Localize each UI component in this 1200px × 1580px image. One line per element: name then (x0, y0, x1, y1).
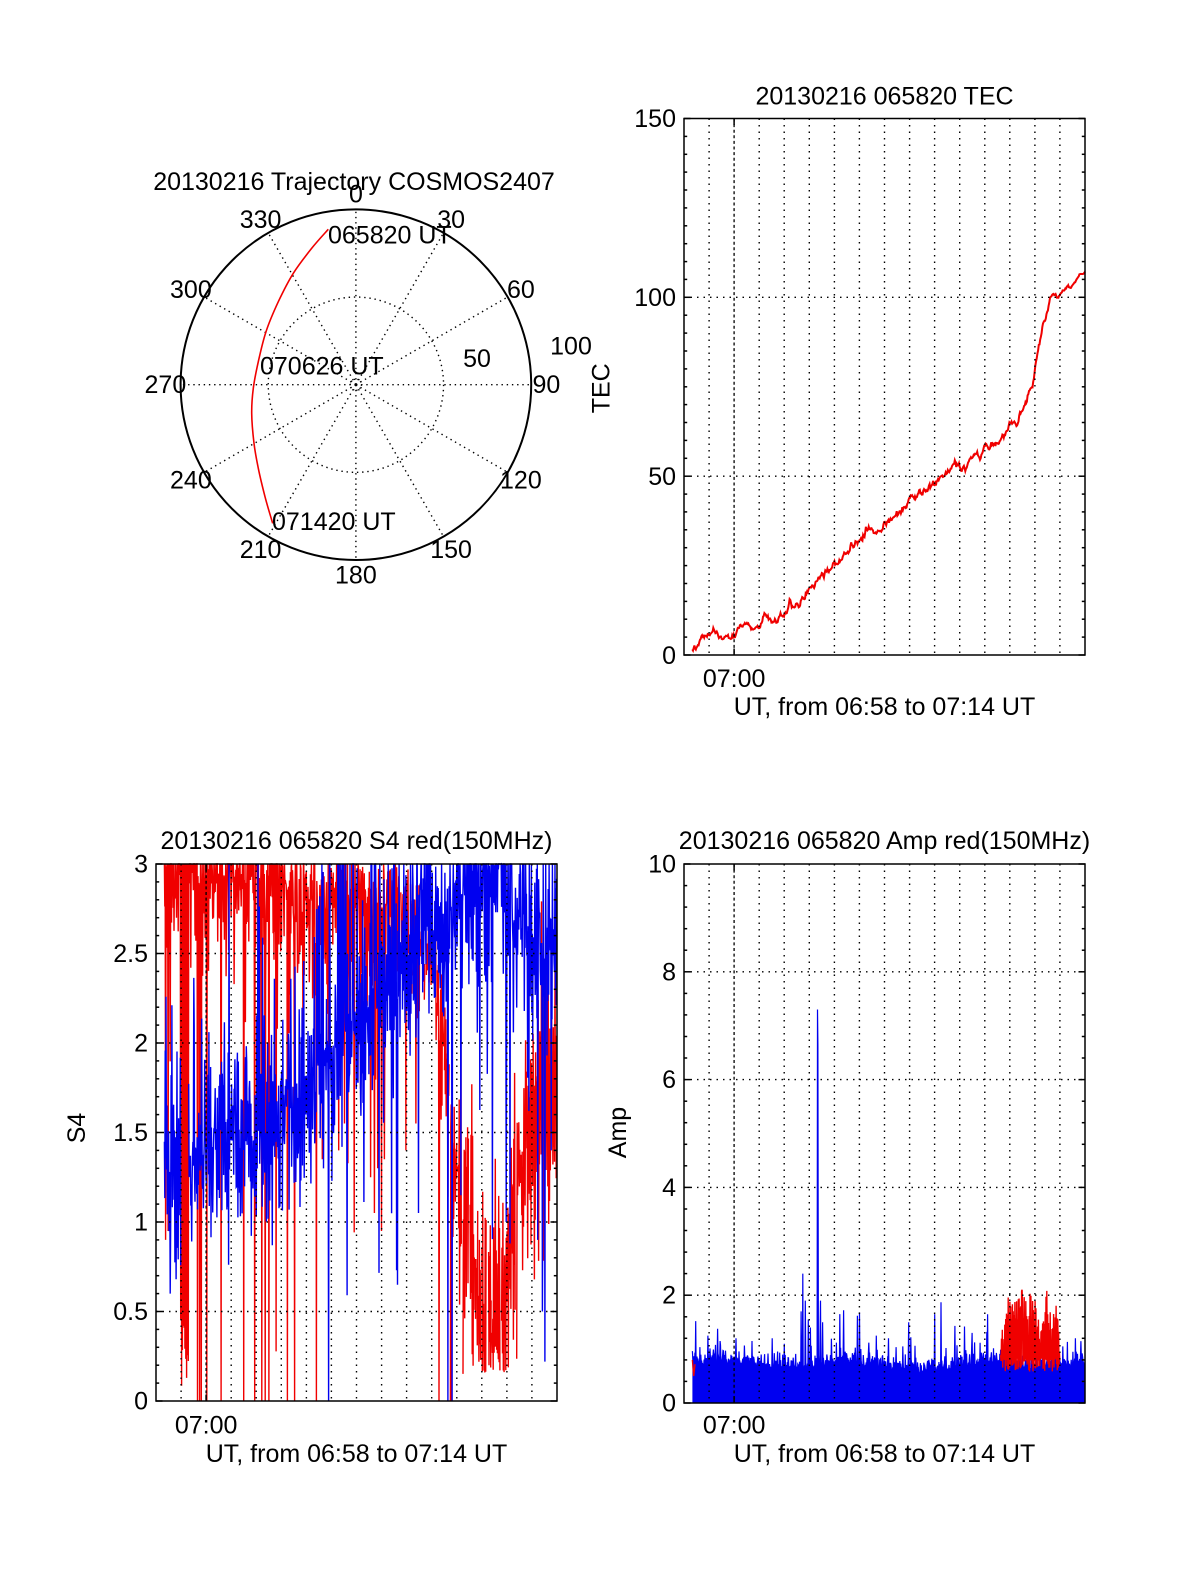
svg-text:070626 UT: 070626 UT (260, 353, 384, 381)
svg-text:0: 0 (662, 1390, 676, 1418)
svg-text:270: 270 (145, 371, 187, 399)
svg-text:S4: S4 (63, 1113, 91, 1144)
svg-text:UT, from 06:58 to 07:14 UT: UT, from 06:58 to 07:14 UT (206, 1440, 508, 1468)
svg-text:90: 90 (532, 371, 560, 399)
svg-text:4: 4 (662, 1174, 676, 1202)
svg-text:240: 240 (170, 467, 212, 495)
svg-text:210: 210 (240, 536, 282, 564)
svg-text:330: 330 (240, 206, 282, 234)
svg-text:20130216 065820 S4 red(150MHz): 20130216 065820 S4 red(150MHz) (161, 827, 553, 855)
svg-text:0.5: 0.5 (113, 1298, 148, 1326)
svg-text:0: 0 (662, 642, 676, 670)
svg-text:071420 UT: 071420 UT (272, 508, 396, 536)
svg-text:07:00: 07:00 (175, 1412, 238, 1440)
svg-text:8: 8 (662, 958, 676, 986)
svg-text:300: 300 (170, 276, 212, 304)
svg-text:2: 2 (134, 1030, 148, 1058)
svg-text:6: 6 (662, 1066, 676, 1094)
svg-text:100: 100 (550, 333, 592, 361)
svg-text:0: 0 (349, 181, 363, 209)
svg-text:1.5: 1.5 (113, 1119, 148, 1147)
svg-text:120: 120 (500, 466, 542, 494)
svg-text:30: 30 (437, 206, 465, 234)
svg-text:20130216 Trajectory COSMOS2407: 20130216 Trajectory COSMOS2407 (153, 168, 555, 196)
svg-text:50: 50 (463, 345, 491, 373)
svg-text:1: 1 (134, 1209, 148, 1237)
svg-text:2.5: 2.5 (113, 940, 148, 968)
svg-text:3: 3 (134, 851, 148, 879)
svg-text:180: 180 (335, 562, 377, 590)
svg-text:Amp: Amp (604, 1107, 632, 1158)
svg-text:20130216 065820 Amp red(150MHz: 20130216 065820 Amp red(150MHz) (679, 827, 1090, 855)
svg-text:50: 50 (648, 463, 676, 491)
svg-text:07:00: 07:00 (703, 1412, 766, 1440)
svg-text:10: 10 (648, 851, 676, 879)
svg-text:UT, from 06:58 to 07:14 UT: UT, from 06:58 to 07:14 UT (734, 693, 1036, 721)
svg-text:100: 100 (634, 284, 676, 312)
svg-text:150: 150 (634, 105, 676, 133)
svg-text:150: 150 (430, 536, 472, 564)
svg-text:UT, from 06:58 to 07:14 UT: UT, from 06:58 to 07:14 UT (734, 1440, 1036, 1468)
svg-text:065820 UT: 065820 UT (328, 222, 452, 250)
svg-text:0: 0 (134, 1388, 148, 1416)
svg-text:07:00: 07:00 (703, 665, 766, 693)
svg-text:2: 2 (662, 1282, 676, 1310)
svg-text:60: 60 (507, 276, 535, 304)
svg-text:TEC: TEC (588, 363, 616, 413)
svg-text:20130216 065820 TEC: 20130216 065820 TEC (755, 83, 1013, 111)
